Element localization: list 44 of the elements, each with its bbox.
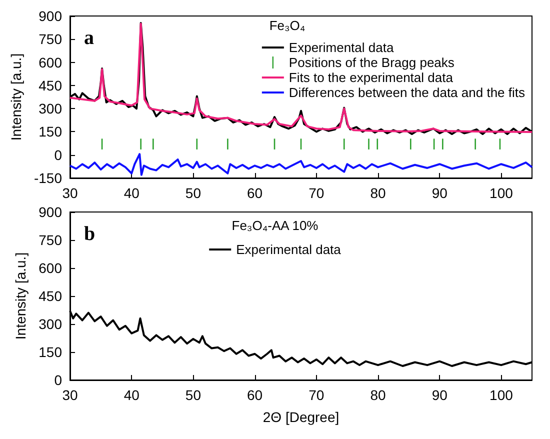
- legend-title: Fe₃O₄: [269, 18, 306, 33]
- y-tick-label: 0: [54, 372, 62, 388]
- y-tick-label: 450: [38, 77, 62, 94]
- x-tick-label: 30: [62, 185, 78, 201]
- legend-label: Differences between the data and the fits: [288, 85, 526, 100]
- x-tick-label: 90: [432, 185, 448, 201]
- y-tick-label: 0: [54, 146, 62, 163]
- x-tick-label: 40: [124, 185, 140, 201]
- y-tick-label: 750: [38, 31, 62, 48]
- legend-label: Experimental data: [288, 40, 394, 55]
- y-tick-label: 900: [38, 204, 62, 220]
- x-tick-label: 100: [490, 387, 514, 403]
- y-tick-label: 900: [38, 8, 62, 24]
- y-axis-title: Intensity [a.u.]: [8, 53, 24, 141]
- annotation: a: [84, 27, 94, 49]
- x-axis-title: 2Θ [Degree]: [262, 409, 340, 425]
- legend-label: Experimental data: [236, 242, 342, 257]
- y-tick-label: 600: [38, 54, 62, 70]
- y-tick-label: 600: [38, 260, 62, 276]
- x-tick-label: 100: [490, 185, 514, 201]
- line-series: [69, 153, 533, 176]
- y-tick-label: 150: [38, 344, 62, 360]
- x-tick-label: 80: [370, 387, 386, 403]
- y-tick-label: -150: [34, 170, 62, 186]
- y-tick-label: 150: [38, 124, 62, 140]
- x-tick-label: 90: [432, 387, 448, 403]
- x-tick-label: 40: [124, 387, 140, 403]
- x-tick-label: 60: [247, 387, 263, 403]
- x-tick-label: 80: [370, 185, 386, 201]
- legend-label: Fits to the experimental data: [288, 70, 454, 85]
- x-tick-label: 50: [185, 185, 202, 201]
- y-tick-label: 300: [38, 100, 62, 117]
- y-tick-label: 750: [38, 232, 62, 248]
- x-tick-label: 60: [247, 185, 263, 201]
- annotation: b: [84, 223, 96, 245]
- x-tick-label: 30: [62, 387, 78, 403]
- legend-title: Fe₃O₄-AA 10%: [232, 218, 319, 233]
- x-tick-label: 50: [185, 387, 202, 403]
- y-axis-title: Intensity [a.u.]: [12, 252, 29, 340]
- y-tick-label: 300: [38, 316, 62, 332]
- y-tick-label: 450: [38, 288, 62, 304]
- legend-label: Positions of the Bragg peaks: [288, 55, 455, 70]
- x-tick-label: 70: [308, 185, 324, 201]
- x-tick-label: 70: [308, 387, 324, 403]
